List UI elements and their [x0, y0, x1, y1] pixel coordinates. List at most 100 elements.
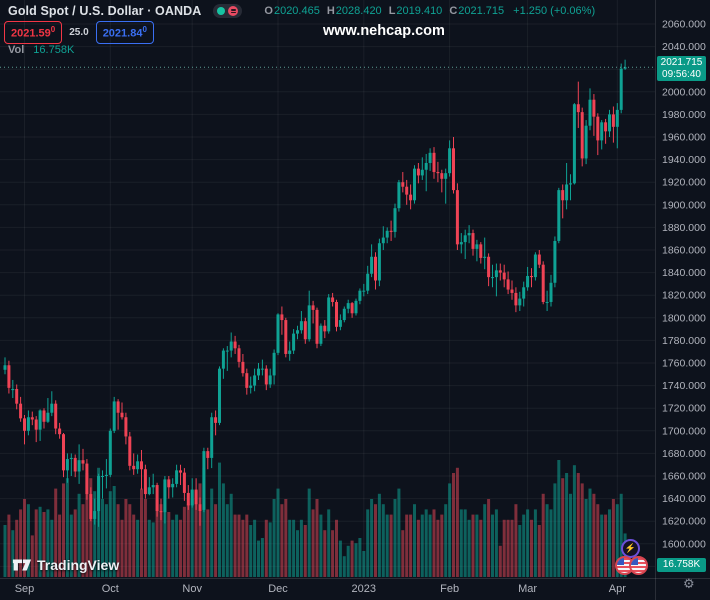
volume-bar — [140, 488, 143, 577]
volume-bar — [257, 540, 260, 577]
candle-body — [3, 365, 7, 370]
candle-body — [58, 428, 62, 435]
candle-body — [385, 230, 389, 238]
candle-body — [128, 436, 132, 466]
candle-body — [26, 417, 30, 431]
candle-body — [112, 401, 116, 431]
volume-bar — [299, 519, 303, 577]
volume-bar — [533, 509, 537, 577]
volume-bar — [327, 509, 331, 577]
candle-body — [331, 297, 335, 302]
close-value: 2021.715 — [458, 5, 505, 17]
volume-bar — [272, 499, 276, 577]
candle-body — [253, 375, 257, 386]
candle-body — [377, 243, 381, 281]
volume-bar — [424, 509, 428, 577]
candle-body — [444, 173, 448, 179]
price-tick-label: 1780.000 — [662, 335, 706, 347]
time-tick-label: Nov — [182, 583, 202, 595]
candle-body — [358, 290, 362, 301]
time-tick-label: 2023 — [352, 583, 376, 595]
volume-bar — [565, 473, 569, 577]
candle-body — [190, 489, 194, 506]
candle-body — [483, 256, 487, 258]
candle-body — [545, 301, 549, 303]
last-price-label: 2021.715 09:56:40 — [657, 56, 706, 81]
candle-body — [198, 504, 202, 512]
candle-body — [541, 264, 545, 302]
volume-bar — [381, 504, 385, 577]
candle-body — [600, 122, 604, 141]
volume-bar — [11, 530, 15, 577]
volume-bar — [518, 525, 522, 577]
candle-body — [370, 256, 374, 274]
volume-bar — [436, 519, 440, 577]
bid-button[interactable]: 2021.590 — [4, 21, 63, 44]
market-status-toggle[interactable] — [213, 4, 243, 18]
volume-bar — [58, 514, 62, 577]
candle-body — [229, 341, 233, 351]
price-tick-label: 1700.000 — [662, 425, 706, 437]
candle-body — [11, 388, 15, 391]
candle-body — [233, 341, 237, 349]
candle-body — [319, 325, 323, 344]
volume-bar — [584, 499, 588, 577]
volume-bar — [104, 504, 108, 577]
volume-bar — [553, 483, 557, 577]
candle-body — [557, 190, 561, 241]
symbol-title[interactable]: Gold Spot / U.S. Dollar · OANDA — [8, 4, 202, 18]
economic-events-badge[interactable] — [615, 556, 648, 575]
high-value: 2028.420 — [335, 5, 382, 17]
volume-bar — [358, 538, 362, 577]
volume-bar — [186, 504, 190, 577]
candle-body — [572, 104, 576, 184]
candle-body — [350, 303, 354, 314]
volume-bar — [198, 483, 202, 577]
volume-bar — [569, 493, 572, 577]
candle-body — [245, 373, 249, 388]
time-tick-label: Mar — [518, 583, 537, 595]
volume-bar — [557, 460, 561, 577]
candle-body — [522, 287, 526, 299]
candle-body — [510, 289, 514, 293]
tradingview-logo[interactable]: TradingView — [12, 557, 119, 573]
candle-body — [7, 365, 11, 388]
events-bolt-badge[interactable]: ⚡ — [621, 539, 640, 558]
candle-body — [518, 298, 522, 306]
candle-body — [69, 457, 73, 460]
volume-bar — [276, 488, 280, 577]
price-tick-label: 1760.000 — [662, 358, 706, 370]
axis-settings-gear-icon[interactable]: ⚙ — [683, 577, 695, 592]
candle-body — [155, 485, 159, 512]
spread-value: 25.0 — [69, 26, 89, 38]
volume-bar — [409, 514, 413, 577]
candle-body — [416, 168, 420, 176]
candle-body — [393, 208, 397, 232]
volume-bar — [471, 514, 475, 577]
volume-bar — [510, 519, 514, 577]
volume-bar — [218, 462, 221, 577]
candle-body — [292, 333, 296, 351]
open-label: O — [264, 5, 273, 17]
price-tick-label: 1640.000 — [662, 493, 706, 505]
volume-bar — [221, 483, 225, 577]
ask-button[interactable]: 2021.840 — [95, 21, 154, 44]
candle-body — [475, 244, 479, 249]
price-tick-label: 1800.000 — [662, 312, 706, 324]
candle-body — [428, 152, 432, 163]
time-tick-label: Feb — [440, 583, 459, 595]
candle-body — [530, 275, 533, 278]
volume-bar — [50, 519, 54, 577]
volume-bar — [245, 514, 249, 577]
volume-bar — [179, 519, 182, 577]
volume-bar — [233, 514, 237, 577]
candle-body — [354, 300, 358, 314]
price-tick-label: 1820.000 — [662, 290, 706, 302]
volume-bar — [62, 483, 65, 577]
volume-bar — [611, 499, 615, 577]
volume-bar — [455, 467, 459, 577]
candle-body — [151, 485, 155, 488]
candle-body — [260, 368, 264, 370]
candle-body — [611, 114, 615, 127]
